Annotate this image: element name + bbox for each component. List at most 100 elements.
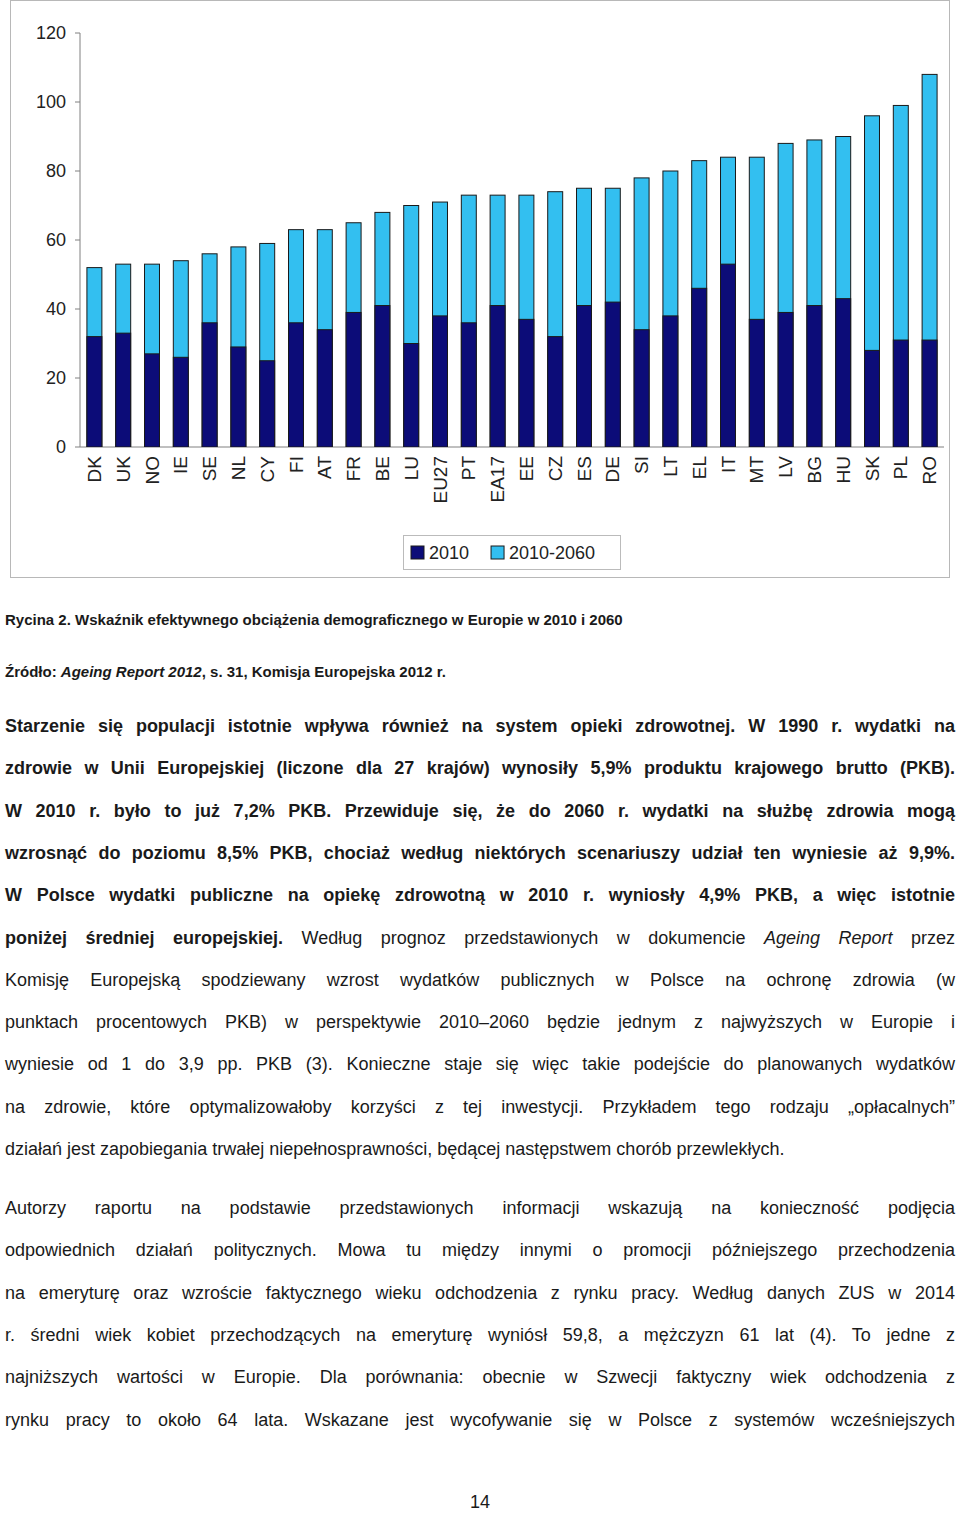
x-tick-label: SI [631,456,652,474]
x-tick-label: UK [113,456,134,483]
bar [663,316,678,447]
bar [836,137,851,448]
bar [548,337,563,447]
text-line: wzrosnąć do poziomu 8,5% PKB, chociaż we… [5,843,955,864]
bar [317,330,332,447]
text-line: działań jest zapobiegania trwałej niepeł… [5,1139,955,1160]
bar [922,74,937,447]
text-line: zdrowie w Unii Europejskiej (liczone dla… [5,758,955,779]
x-tick-label: CZ [545,456,566,482]
text-line: na emeryturę oraz wzroście faktycznego w… [5,1283,955,1304]
bar [577,306,592,447]
legend-swatch [411,546,424,559]
bar [375,306,390,447]
x-tick-label: BE [372,456,393,481]
text-segment: Źródło: [5,663,61,680]
text-segment: rynku pracy to około 64 lata. Wskazane j… [5,1410,955,1430]
x-tick-label: DE [602,456,623,482]
bar [692,161,707,447]
bar [116,333,131,447]
bar [231,347,246,447]
chart: 020406080100120DKUKNOIESENLCYFIATFRBELUE… [0,0,960,585]
text-segment: wzrosnąć do poziomu 8,5% PKB, chociaż we… [5,843,955,863]
x-tick-label: FI [286,456,307,473]
legend-box [404,536,621,570]
bar [893,105,908,447]
bar [519,319,534,447]
text-segment: W 2010 r. było to już 7,2% PKB. Przewidu… [5,801,955,821]
x-tick-label: PL [890,456,911,479]
caption: Rycina 2. Wskaźnik efektywnego obciążeni… [5,611,623,628]
bar [433,316,448,447]
bar [577,188,592,447]
page-number: 14 [0,1492,960,1513]
y-tick-label: 80 [46,161,66,181]
y-tick-label: 60 [46,230,66,250]
text-line: W Polsce wydatki publiczne na opiekę zdr… [5,885,955,906]
x-tick-label: NO [142,456,163,485]
x-tick-label: ES [574,456,595,481]
bar [721,157,736,447]
bar [865,350,880,447]
text-segment: Ageing Report 2012 [61,663,202,680]
legend-label: 2010 [429,543,469,563]
text-segment: poniżej średniej europejskiej. [5,928,283,948]
x-tick-label: BG [804,456,825,483]
y-tick [75,171,80,172]
bar [893,340,908,447]
y-tick-label: 0 [56,437,66,457]
x-tick-label: RO [919,456,940,485]
text-line: Komisję Europejską spodziewany wzrost wy… [5,970,955,991]
bar [721,264,736,447]
bar [461,195,476,447]
text-segment: Rycina 2. Wskaźnik efektywnego obciążeni… [5,611,623,628]
bar [922,340,937,447]
x-tick-label: LV [775,456,796,478]
x-tick-label: LT [660,456,681,477]
y-tick-label: 120 [36,23,66,43]
text-segment: przez [892,928,955,948]
bar [807,140,822,447]
bar [692,288,707,447]
bar [289,323,304,447]
text-line: wyniesie od 1 do 3,9 pp. PKB (3). Koniec… [5,1054,955,1075]
text-line: Autorzy raportu na podstawie przedstawio… [5,1198,955,1219]
bar [634,178,649,447]
bar [490,195,505,447]
bar [116,264,131,447]
y-tick-label: 100 [36,92,66,112]
bar [87,337,102,447]
bar [663,171,678,447]
text-segment: Autorzy raportu na podstawie przedstawio… [5,1198,955,1218]
text-line: poniżej średniej europejskiej. Według pr… [5,928,955,949]
bar [202,323,217,447]
bar [490,306,505,447]
text-line: W 2010 r. było to już 7,2% PKB. Przewidu… [5,801,955,822]
bar [778,143,793,447]
y-tick [75,240,80,241]
x-tick-label: AT [314,456,335,479]
bar [749,157,764,447]
x-tick-label: EE [516,456,537,481]
text-segment: zdrowie w Unii Europejskiej (liczone dla… [5,758,955,778]
text-line: rynku pracy to około 64 lata. Wskazane j… [5,1410,955,1431]
x-tick-label: NL [228,456,249,480]
text-line: najniższych wartości w Europie. Dla poró… [5,1367,955,1388]
x-tick-label: PT [458,456,479,481]
x-tick-label: HU [833,456,854,483]
bar [519,195,534,447]
bar [260,243,275,447]
text-segment: punktach procentowych PKB) w perspektywi… [5,1012,955,1032]
legend-swatch [491,546,504,559]
x-tick-label: CY [257,456,278,483]
x-tick-label: IE [170,456,191,474]
text-segment: r. średni wiek kobiet przechodzących na … [5,1325,955,1345]
bar [605,302,620,447]
bar [346,312,361,447]
x-tick-label: SE [199,456,220,481]
bar [433,202,448,447]
bar [865,116,880,447]
x-tick-label: EU27 [430,456,451,504]
bar [87,268,102,447]
text-segment: najniższych wartości w Europie. Dla poró… [5,1367,955,1387]
